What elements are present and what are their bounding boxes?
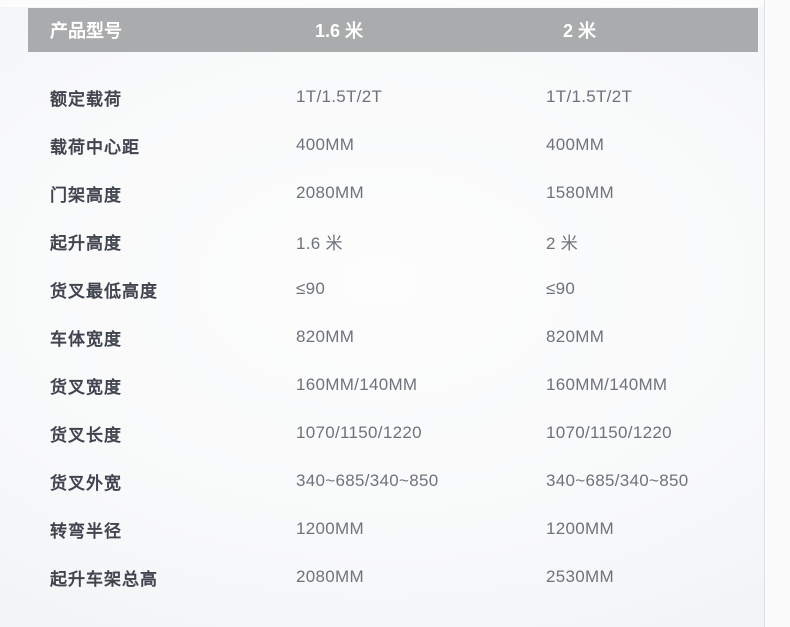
row-value-2m: 1200MM (546, 519, 614, 538)
row-label: 门架高度 (50, 185, 122, 205)
row-value-2m: 160MM/140MM (546, 375, 668, 394)
row-value-2m: 2 米 (546, 233, 579, 253)
table-row: 转弯半径 1200MM 1200MM (0, 505, 764, 553)
table-header: 产品型号 1.6 米 2 米 (28, 8, 758, 52)
row-value-2m: 1070/1150/1220 (546, 423, 672, 442)
row-label: 货叉外宽 (50, 473, 122, 493)
table-row: 载荷中心距 400MM 400MM (0, 121, 764, 169)
table-row: 起升车架总高 2080MM 2530MM (0, 553, 764, 601)
row-value-1-6m: 1200MM (296, 519, 364, 538)
table-row: 货叉长度 1070/1150/1220 1070/1150/1220 (0, 409, 764, 457)
row-value-1-6m: 1070/1150/1220 (296, 423, 422, 442)
row-label: 载荷中心距 (50, 137, 140, 157)
right-page-margin (764, 0, 790, 627)
table-row: 额定载荷 1T/1.5T/2T 1T/1.5T/2T (0, 73, 764, 121)
table-row: 起升高度 1.6 米 2 米 (0, 217, 764, 265)
row-label: 起升高度 (50, 233, 122, 253)
table-row: 门架高度 2080MM 1580MM (0, 169, 764, 217)
header-product-model: 产品型号 (50, 21, 122, 41)
row-value-2m: 2530MM (546, 567, 614, 586)
row-value-2m: 400MM (546, 135, 605, 154)
row-label: 车体宽度 (50, 329, 122, 349)
row-value-1-6m: 2080MM (296, 567, 364, 586)
row-value-2m: 820MM (546, 327, 605, 346)
table-row: 货叉外宽 340~685/340~850 340~685/340~850 (0, 457, 764, 505)
row-label: 转弯半径 (50, 521, 122, 541)
table-row: 车体宽度 820MM 820MM (0, 313, 764, 361)
row-label: 起升车架总高 (50, 569, 158, 589)
top-white-strip (0, 0, 790, 7)
row-label: 货叉宽度 (50, 377, 122, 397)
row-value-1-6m: 160MM/140MM (296, 375, 418, 394)
row-value-1-6m: 820MM (296, 327, 355, 346)
row-value-2m: 340~685/340~850 (546, 471, 689, 490)
row-value-1-6m: ≤90 (296, 279, 326, 298)
header-column-2m: 2 米 (563, 21, 597, 41)
row-value-2m: ≤90 (546, 279, 576, 298)
row-value-1-6m: 2080MM (296, 183, 364, 202)
table-row: 货叉最低高度 ≤90 ≤90 (0, 265, 764, 313)
row-label: 货叉最低高度 (50, 281, 158, 301)
row-value-2m: 1T/1.5T/2T (546, 87, 633, 106)
row-label: 额定载荷 (50, 89, 122, 109)
spec-table-body: 额定载荷 1T/1.5T/2T 1T/1.5T/2T 载荷中心距 400MM 4… (0, 52, 764, 601)
table-row: 货叉宽度 160MM/140MM 160MM/140MM (0, 361, 764, 409)
row-value-1-6m: 1T/1.5T/2T (296, 87, 383, 106)
row-value-1-6m: 400MM (296, 135, 355, 154)
row-value-1-6m: 1.6 米 (296, 233, 343, 253)
row-value-1-6m: 340~685/340~850 (296, 471, 439, 490)
header-column-1-6m: 1.6 米 (315, 21, 364, 41)
row-label: 货叉长度 (50, 425, 122, 445)
row-value-2m: 1580MM (546, 183, 614, 202)
